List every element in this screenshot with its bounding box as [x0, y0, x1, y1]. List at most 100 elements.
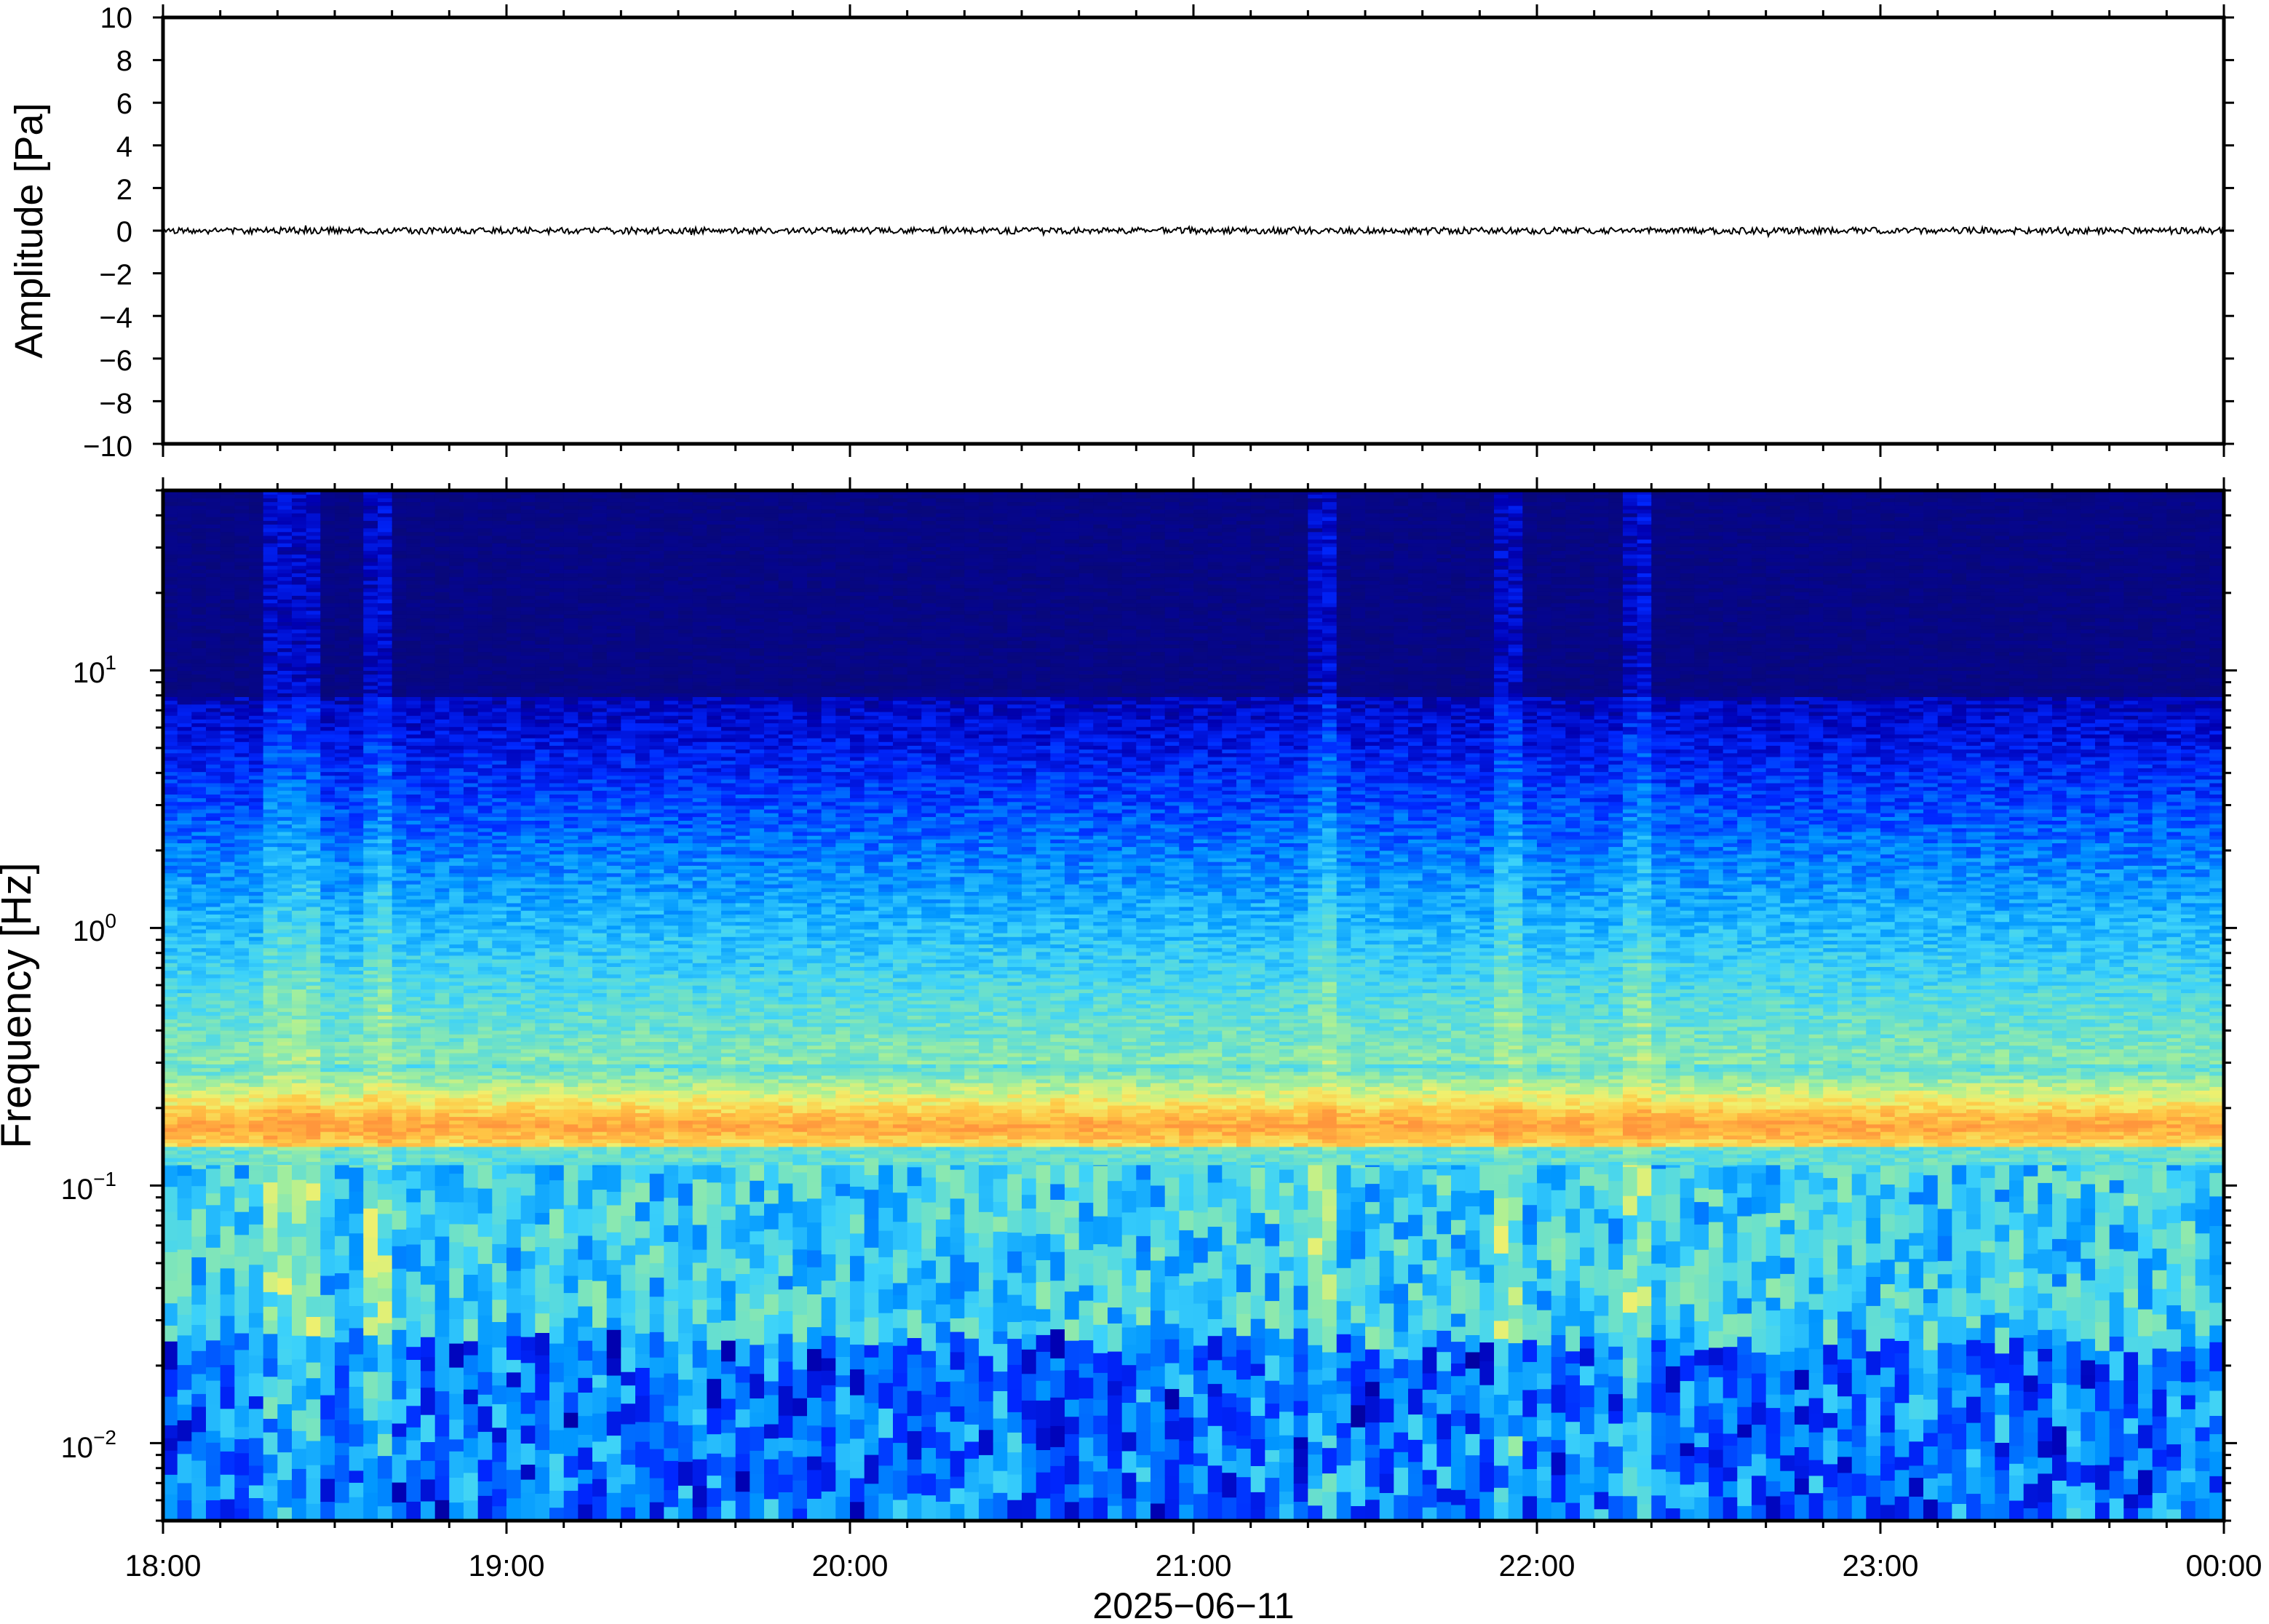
spectrogram-cell: [249, 1102, 263, 1106]
spectrogram-cell: [163, 955, 178, 960]
spectrogram-cell: [320, 922, 335, 926]
spectrogram-cell: [292, 997, 306, 1001]
spectrogram-cell: [220, 584, 235, 589]
spectrogram-cell: [292, 843, 306, 847]
spectrogram-cell: [263, 543, 278, 547]
spectrogram-cell: [163, 963, 178, 967]
spectrogram-cell: [163, 907, 178, 911]
spectrogram-cell: [249, 715, 263, 720]
spectrogram-cell: [249, 1046, 263, 1050]
spectrogram-cell: [277, 839, 292, 843]
spectrogram-cell: [292, 1139, 306, 1143]
spectrogram-cell: [178, 1053, 192, 1057]
spectrogram-cell: [163, 524, 178, 528]
spectrogram-cell: [306, 738, 321, 742]
spectrogram-cell: [191, 869, 206, 873]
spectrogram-cell: [163, 494, 178, 498]
spectrogram-cell: [163, 731, 178, 735]
spectrogram-cell: [263, 1306, 278, 1321]
spectrogram-cell: [306, 903, 321, 907]
spectrogram-cell: [292, 524, 306, 528]
spectrogram-cell: [163, 1056, 178, 1061]
spectrogram-cell: [277, 1128, 292, 1132]
spectrogram-cell: [277, 689, 292, 693]
spectrogram-cell: [178, 621, 192, 626]
spectrogram-cell: [191, 760, 206, 765]
spectrogram-cell: [191, 670, 206, 674]
spectrogram-cell: [292, 1053, 306, 1057]
spectrogram-cell: [206, 603, 220, 608]
spectrogram-cell: [292, 592, 306, 596]
spectrogram-cell: [206, 891, 220, 896]
spectrogram-cell: [277, 835, 292, 840]
spectrogram-cell: [163, 629, 178, 634]
spectrogram-cell: [178, 1094, 192, 1099]
spectrogram-cell: [320, 982, 335, 986]
spectrogram-cell: [249, 914, 263, 918]
spectrogram-cell: [277, 592, 292, 596]
spectrogram-cell: [306, 682, 321, 686]
spectrogram-cell: [234, 569, 249, 573]
spectrogram-cell: [292, 1236, 306, 1256]
spectrogram-cell: [306, 936, 321, 941]
spectrogram-cell: [234, 1198, 249, 1212]
spectrogram-cell: [220, 753, 235, 757]
spectrogram-cell: [277, 558, 292, 562]
spectrogram-cell: [220, 783, 235, 787]
spectrogram-cell: [249, 753, 263, 757]
spectrogram-cell: [277, 517, 292, 521]
spectrogram-cell: [220, 854, 235, 859]
spectrogram-cell: [277, 936, 292, 941]
spectrogram-cell: [191, 528, 206, 533]
spectrogram-cell: [191, 1094, 206, 1099]
spectrogram-cell: [292, 734, 306, 739]
spectrogram-cell: [163, 618, 178, 622]
spectrogram-cell: [306, 1075, 321, 1080]
spectrogram-cell: [277, 603, 292, 608]
spectrogram-cell: [178, 1004, 192, 1008]
spectrogram-cell: [191, 982, 206, 986]
spectrogram-cell: [178, 674, 192, 679]
spectrogram-cell: [249, 1128, 263, 1132]
spectrogram-cell: [306, 1105, 321, 1110]
spectrogram-cell: [206, 888, 220, 892]
spectrogram-cell: [191, 1477, 206, 1503]
spectrogram-cell: [191, 1158, 206, 1162]
spectrogram-cell: [306, 603, 321, 608]
spectrogram-cell: [249, 824, 263, 829]
spectrogram-cell: [277, 633, 292, 637]
spectrogram-cell: [263, 926, 278, 930]
spectrogram-cell: [206, 1135, 220, 1139]
spectrogram-cell: [220, 1019, 235, 1024]
spectrogram-cell: [220, 787, 235, 791]
spectrogram-cell: [277, 741, 292, 746]
spectrogram-cell: [263, 1320, 278, 1334]
spectrogram-cell: [234, 1102, 249, 1106]
spectrogram-cell: [263, 1334, 278, 1358]
spectrogram-cell: [263, 861, 278, 866]
spectrogram-cell: [306, 929, 321, 934]
spectrogram-cell: [263, 997, 278, 1001]
spectrogram-cell: [306, 813, 321, 817]
spectrogram-cell: [220, 820, 235, 824]
spectrogram-cell: [206, 1294, 220, 1320]
spectrogram-cell: [306, 820, 321, 824]
spectrogram-cell: [163, 828, 178, 832]
spectrogram-cell: [178, 1064, 192, 1068]
spectrogram-cell: [178, 689, 192, 693]
spectrogram-cell: [178, 1441, 192, 1454]
spectrogram-cell: [320, 1011, 335, 1016]
spectrogram-cell: [191, 1098, 206, 1102]
spectrogram-cell: [206, 847, 220, 851]
spectrogram-cell: [163, 1494, 178, 1521]
spectrogram-cell: [277, 666, 292, 671]
spectrogram-cell: [178, 1098, 192, 1102]
spectrogram-cell: [277, 1034, 292, 1038]
spectrogram-cell: [191, 851, 206, 855]
spectrogram-cell: [320, 1090, 335, 1094]
spectrogram-cell: [263, 783, 278, 787]
spectrogram-cell: [234, 610, 249, 615]
spectrogram-cell: [163, 1038, 178, 1042]
spectrogram-cell: [191, 719, 206, 723]
spectrogram-cell: [191, 550, 206, 554]
